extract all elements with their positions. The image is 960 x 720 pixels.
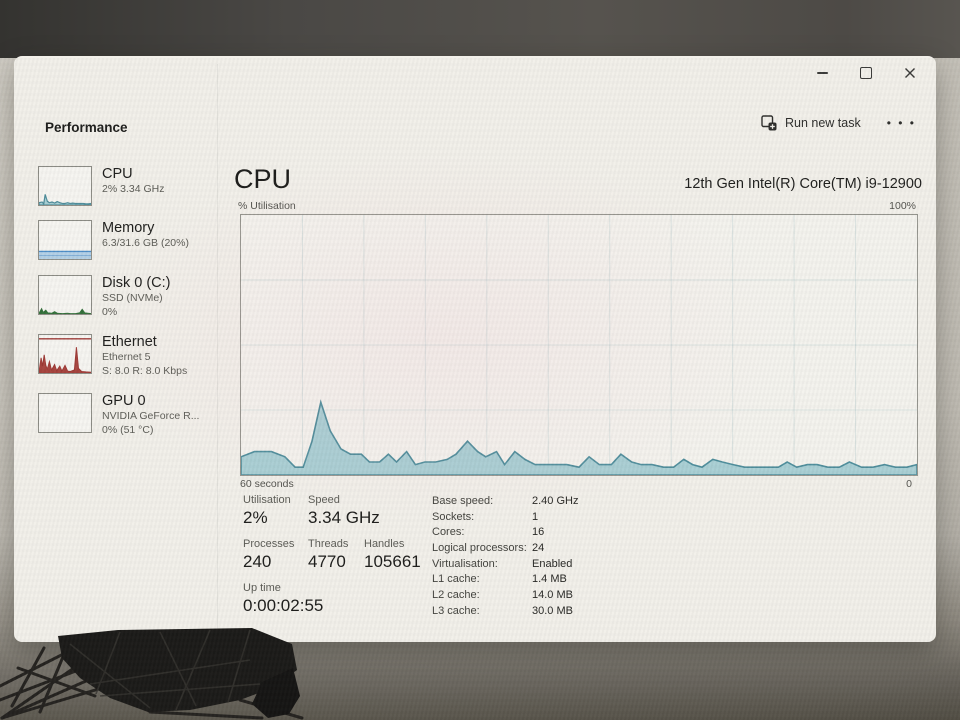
spec-row-virtualisation: Virtualisation: Enabled	[432, 557, 573, 570]
x-axis-left-label: 60 seconds	[240, 478, 294, 490]
sidebar-item-title: Disk 0 (C:)	[102, 275, 171, 291]
task-manager-window: Performance Run new task • • • CPU 2	[14, 56, 936, 642]
sidebar-item-sub: 0%	[102, 305, 118, 318]
run-new-task-button[interactable]: Run new task	[757, 112, 865, 134]
cpu-model-name: 12th Gen Intel(R) Core(TM) i9-12900	[684, 176, 922, 192]
spec-row-sockets: Sockets: 1	[432, 510, 539, 523]
new-task-icon	[761, 115, 777, 131]
minimize-button[interactable]	[800, 58, 844, 88]
sidebar-item-sub: 2% 3.34 GHz	[102, 183, 165, 195]
run-new-task-label: Run new task	[784, 116, 861, 130]
stat-uptime: Up time 0:00:02:55	[243, 582, 324, 615]
sidebar-item-ethernet[interactable]: Ethernet Ethernet 5 S: 8.0 R: 8.0 Kbps	[38, 334, 214, 378]
ellipsis-icon: • • •	[886, 116, 916, 130]
sidebar-item-title: GPU 0	[102, 393, 146, 409]
spec-row-l2-cache: L2 cache: 14.0 MB	[432, 588, 573, 601]
minimize-icon	[816, 72, 828, 74]
gpu-mini-chart	[38, 393, 92, 433]
desktop-screen: Performance Run new task • • • CPU 2	[0, 56, 960, 720]
spec-row-base-speed: Base speed: 2.40 GHz	[432, 494, 579, 507]
page-title: Performance	[45, 120, 128, 135]
sidebar-item-title: CPU	[102, 166, 133, 182]
x-axis-right-label: 0	[906, 478, 912, 490]
stat-utilisation: Utilisation 2%	[243, 494, 291, 527]
cpu-spec-list: Base speed: 2.40 GHz Sockets: 1 Cores: 1…	[432, 493, 578, 619]
sidebar-item-sub: NVIDIA GeForce R...	[102, 410, 200, 422]
cpu-utilisation-chart	[240, 214, 918, 476]
sidebar-item-sub: 0% (51 °C)	[102, 423, 154, 436]
stat-speed: Speed 3.34 GHz	[308, 494, 380, 527]
y-axis-label: % Utilisation	[238, 200, 296, 212]
header-actions: Run new task • • •	[757, 112, 920, 134]
spec-row-logical-processors: Logical processors: 24	[432, 541, 545, 554]
window-controls	[800, 58, 932, 88]
more-options-button[interactable]: • • •	[883, 114, 920, 132]
sidebar-item-cpu[interactable]: CPU 2% 3.34 GHz	[38, 166, 214, 206]
sidebar-divider	[217, 64, 218, 634]
sidebar-item-gpu[interactable]: GPU 0 NVIDIA GeForce R... 0% (51 °C)	[38, 393, 214, 437]
sidebar-item-title: Ethernet	[102, 334, 157, 350]
sidebar-item-disk[interactable]: Disk 0 (C:) SSD (NVMe) 0%	[38, 275, 214, 319]
monitor-bezel	[0, 0, 960, 58]
stat-handles: Handles 105661	[364, 538, 421, 571]
close-button[interactable]	[888, 58, 932, 88]
spec-row-cores: Cores: 16	[432, 526, 545, 539]
section-title: CPU	[234, 164, 292, 194]
foreground-object	[0, 628, 304, 720]
stat-threads: Threads 4770	[308, 538, 349, 571]
sidebar-item-memory[interactable]: Memory 6.3/31.6 GB (20%)	[38, 220, 214, 260]
maximize-button[interactable]	[844, 58, 888, 88]
maximize-icon	[860, 67, 872, 79]
y-axis-max-label: 100%	[889, 200, 916, 212]
sidebar-item-sub: SSD (NVMe)	[102, 292, 163, 304]
spec-row-l1-cache: L1 cache: 1.4 MB	[432, 573, 567, 586]
ethernet-mini-chart	[38, 334, 92, 374]
spec-row-l3-cache: L3 cache: 30.0 MB	[432, 604, 573, 617]
sidebar-item-sub: S: 8.0 R: 8.0 Kbps	[102, 364, 188, 377]
memory-mini-chart	[38, 220, 92, 260]
sidebar-item-sub: Ethernet 5	[102, 351, 151, 363]
stat-processes: Processes 240	[243, 538, 295, 571]
sidebar-item-sub: 6.3/31.6 GB (20%)	[102, 237, 189, 249]
cpu-mini-chart	[38, 166, 92, 206]
sidebar-item-title: Memory	[102, 220, 155, 236]
close-icon	[905, 68, 915, 78]
disk-mini-chart	[38, 275, 92, 315]
